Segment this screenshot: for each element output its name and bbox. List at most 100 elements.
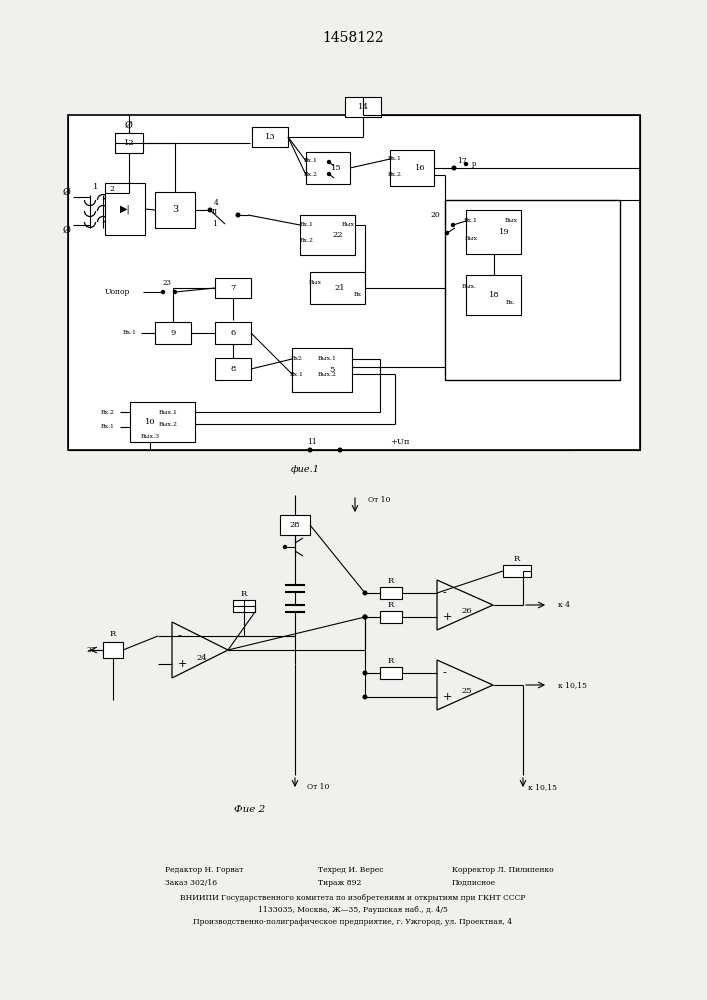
Circle shape	[327, 172, 330, 176]
Text: Вх.1: Вх.1	[464, 219, 478, 224]
Text: Вх.1: Вх.1	[123, 330, 137, 336]
Text: 9: 9	[170, 329, 175, 337]
Bar	[380, 667, 402, 679]
Text: 22: 22	[333, 231, 344, 239]
Text: Редактор Н. Горват: Редактор Н. Горват	[165, 866, 243, 874]
Text: Вых: Вых	[505, 219, 518, 224]
Bar	[345, 97, 381, 117]
Bar	[103, 642, 123, 658]
Text: 8: 8	[230, 365, 235, 373]
Bar	[466, 275, 521, 315]
Text: Ø: Ø	[63, 226, 71, 234]
Text: фие.1: фие.1	[291, 466, 320, 475]
Text: ВНИИПИ Государственного комитета по изобретениям и открытиям при ГКНТ СССР: ВНИИПИ Государственного комитета по изоб…	[180, 894, 526, 902]
Text: Вых.2: Вых.2	[317, 371, 337, 376]
Text: 25: 25	[462, 687, 472, 695]
Text: 20: 20	[430, 211, 440, 219]
Circle shape	[464, 162, 467, 165]
Circle shape	[161, 290, 165, 294]
Text: Вх.2: Вх.2	[101, 410, 115, 414]
Bar	[306, 152, 350, 184]
Text: 3: 3	[172, 206, 178, 215]
Text: Вых: Вых	[308, 279, 322, 284]
Text: Вх: Вх	[354, 292, 362, 296]
Text: Техред И. Верес: Техред И. Верес	[318, 866, 383, 874]
Circle shape	[363, 671, 367, 675]
Bar	[280, 515, 310, 535]
Text: Вх.1: Вх.1	[101, 424, 115, 430]
Bar	[292, 348, 352, 392]
Bar	[503, 565, 531, 577]
Text: 6: 6	[230, 329, 235, 337]
Text: Заказ 302/16: Заказ 302/16	[165, 879, 217, 887]
Text: R: R	[388, 601, 394, 609]
Text: Вх.1: Вх.1	[304, 158, 318, 163]
Text: Вых.1: Вых.1	[158, 410, 177, 414]
Text: 1458122: 1458122	[322, 31, 384, 45]
Text: 7: 7	[230, 284, 235, 292]
Text: R: R	[514, 555, 520, 563]
Text: 18: 18	[489, 291, 499, 299]
Text: +: +	[443, 692, 452, 702]
Text: От 10: От 10	[368, 496, 390, 504]
Text: 21: 21	[334, 284, 345, 292]
Text: Тираж 892: Тираж 892	[318, 879, 361, 887]
Text: -: -	[443, 588, 447, 598]
Text: 28: 28	[290, 521, 300, 529]
Bar	[445, 200, 620, 380]
Circle shape	[308, 448, 312, 452]
Bar	[310, 272, 365, 304]
Text: От 10: От 10	[307, 783, 329, 791]
Text: Вх2: Вх2	[291, 357, 303, 361]
Bar	[130, 402, 195, 442]
Bar	[105, 183, 145, 235]
Bar	[115, 133, 143, 153]
Text: -: -	[178, 631, 182, 641]
Text: к 10,15: к 10,15	[528, 783, 557, 791]
Text: Ø: Ø	[125, 120, 133, 129]
Text: Корректор Л. Пилипенко: Корректор Л. Пилипенко	[452, 866, 554, 874]
Text: Подписное: Подписное	[452, 879, 496, 887]
Text: к 10,15: к 10,15	[558, 681, 587, 689]
Bar	[155, 322, 191, 344]
Text: 1: 1	[213, 220, 218, 228]
Text: ▶|: ▶|	[119, 204, 130, 214]
Text: 4: 4	[214, 199, 218, 207]
Text: R: R	[110, 630, 116, 638]
Text: Вх.1: Вх.1	[300, 223, 314, 228]
Text: 12: 12	[124, 139, 134, 147]
Bar	[215, 358, 251, 380]
Text: 15: 15	[331, 164, 341, 172]
Text: 2: 2	[110, 185, 115, 193]
Text: Ø: Ø	[63, 188, 71, 196]
Circle shape	[452, 166, 456, 170]
Circle shape	[208, 208, 212, 212]
Text: R: R	[388, 577, 394, 585]
Text: +: +	[443, 612, 452, 622]
Bar	[466, 210, 521, 254]
Text: Вых: Вых	[341, 223, 354, 228]
Circle shape	[327, 160, 330, 163]
Bar	[390, 150, 434, 186]
Bar	[300, 215, 355, 255]
Circle shape	[452, 224, 455, 227]
Circle shape	[236, 213, 240, 217]
Text: 13: 13	[264, 133, 275, 141]
Text: Вх.2: Вх.2	[388, 172, 402, 176]
Text: Вых.: Вых.	[462, 284, 477, 290]
Bar	[380, 611, 402, 623]
Text: 26: 26	[462, 607, 472, 615]
Text: -: -	[443, 668, 447, 678]
Circle shape	[363, 591, 367, 595]
Text: к 4: к 4	[558, 601, 570, 609]
Circle shape	[363, 695, 367, 699]
Text: R: R	[241, 590, 247, 598]
Circle shape	[445, 232, 448, 234]
Circle shape	[363, 615, 367, 619]
Text: 1133035, Москва, Ж—35, Раушская наб., д. 4/5: 1133035, Москва, Ж—35, Раушская наб., д.…	[258, 906, 448, 914]
Bar	[252, 127, 288, 147]
Bar	[68, 115, 640, 450]
Text: 23: 23	[163, 279, 171, 287]
Bar	[155, 192, 195, 228]
Text: Вх.: Вх.	[506, 300, 516, 306]
